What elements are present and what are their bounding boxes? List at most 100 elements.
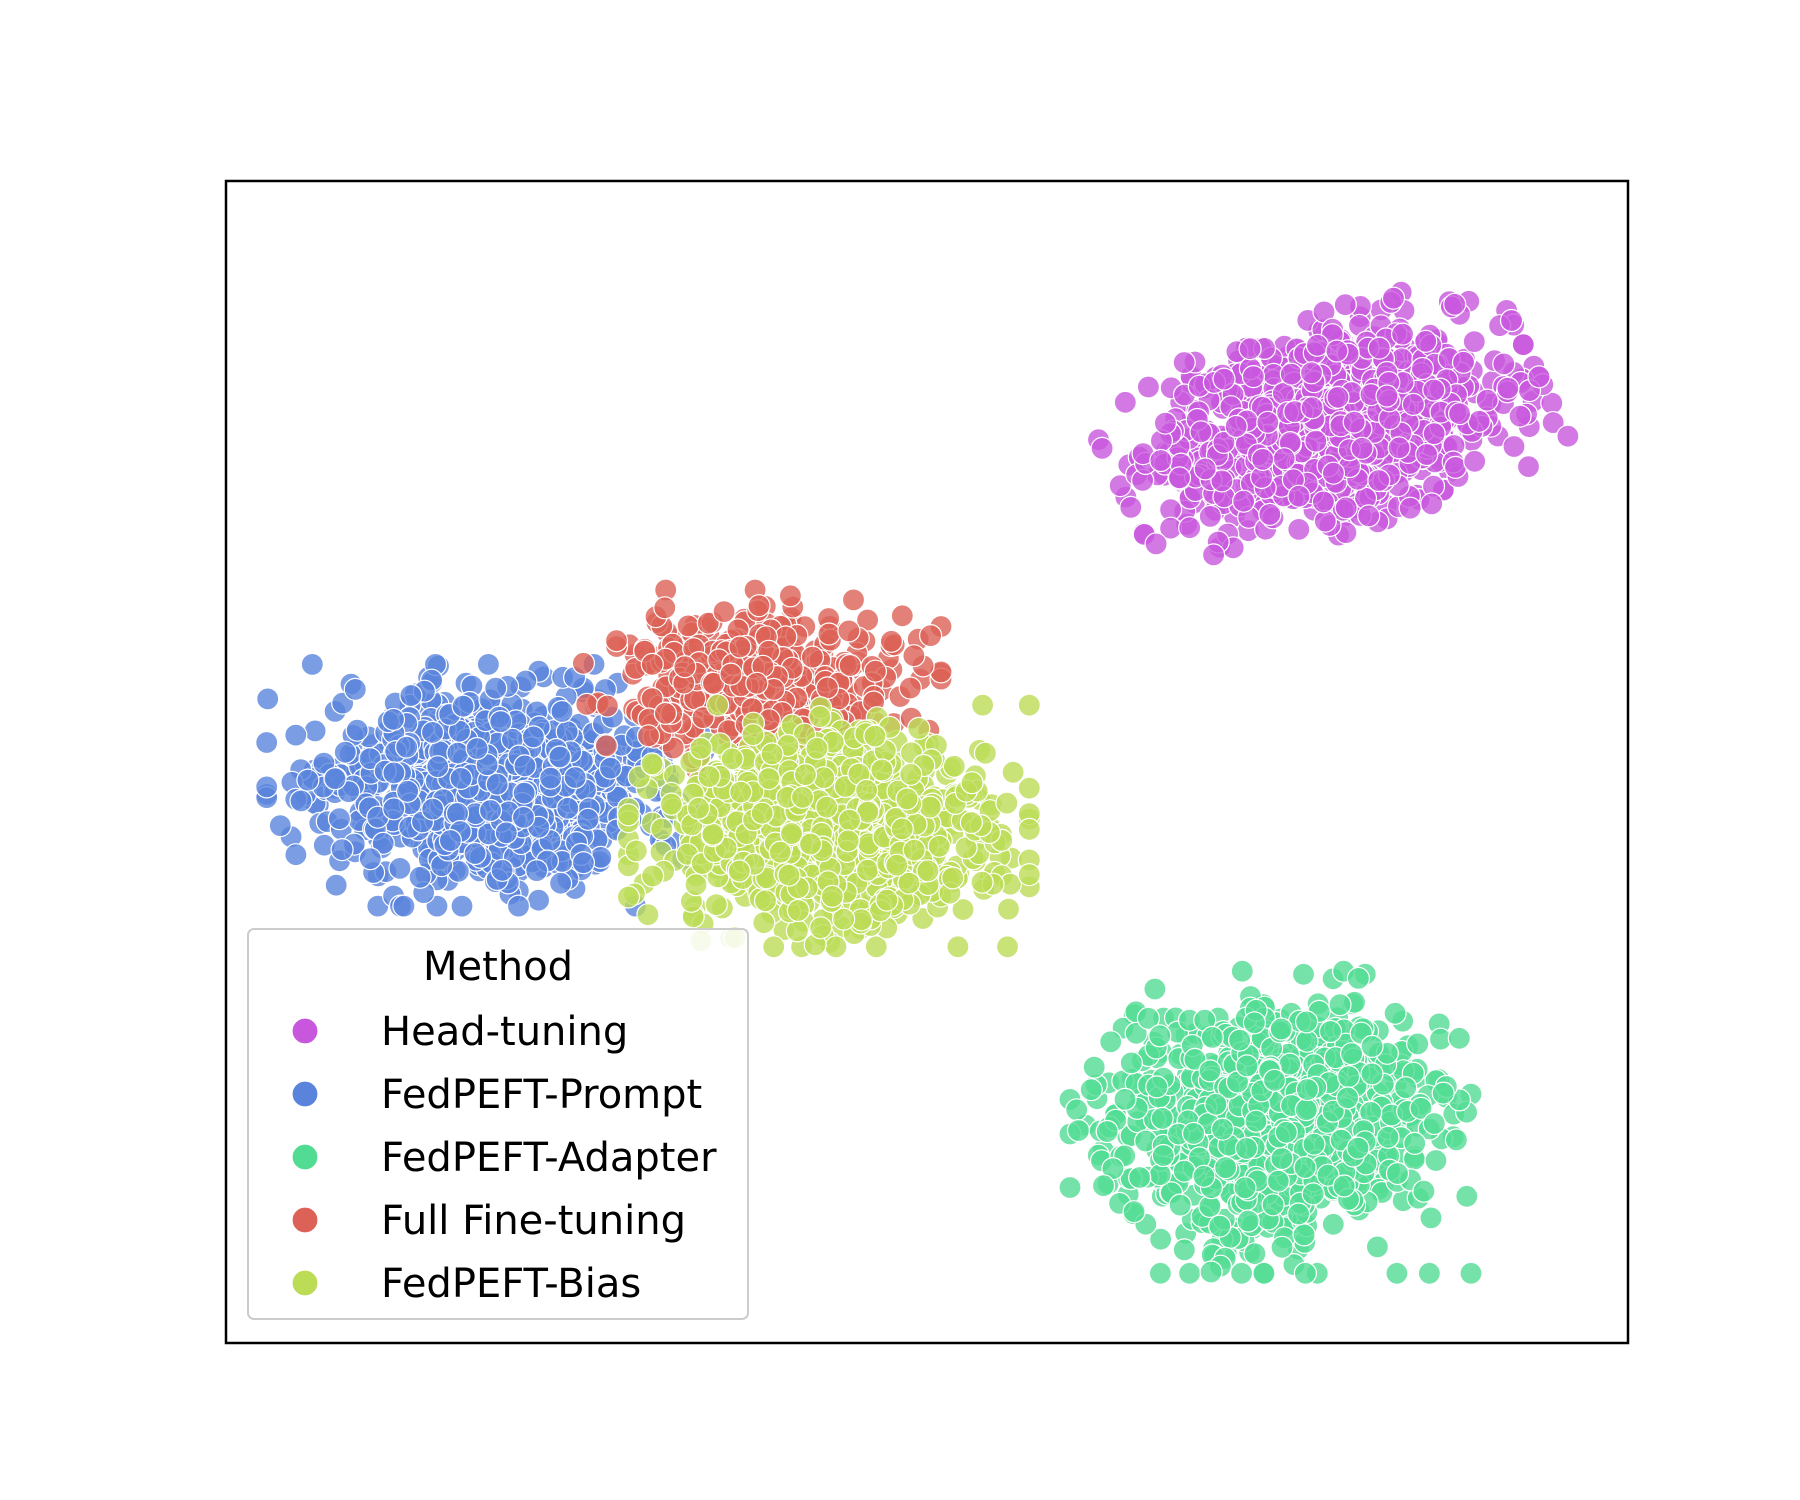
data-point bbox=[1236, 1209, 1260, 1233]
data-point bbox=[1244, 1109, 1268, 1133]
data-point bbox=[1294, 1010, 1319, 1034]
scatter-points bbox=[255, 280, 1580, 1285]
data-point bbox=[916, 859, 940, 883]
data-point bbox=[1224, 414, 1248, 438]
data-point bbox=[701, 822, 725, 846]
data-point bbox=[1443, 292, 1467, 316]
data-point bbox=[300, 652, 324, 677]
data-point bbox=[1381, 286, 1406, 310]
data-point bbox=[420, 720, 445, 745]
data-point bbox=[1387, 436, 1411, 460]
data-point bbox=[636, 903, 660, 927]
data-point bbox=[729, 780, 753, 804]
data-point bbox=[1527, 365, 1551, 389]
data-point bbox=[1467, 409, 1491, 433]
data-point bbox=[1305, 333, 1330, 357]
data-point bbox=[895, 787, 919, 811]
data-point bbox=[1398, 496, 1422, 520]
data-point bbox=[1208, 1214, 1232, 1238]
data-point bbox=[1357, 504, 1381, 528]
data-point bbox=[1556, 424, 1580, 448]
data-point bbox=[1230, 959, 1254, 983]
data-point bbox=[995, 935, 1020, 959]
data-point bbox=[1258, 502, 1282, 527]
data-point bbox=[1295, 1029, 1319, 1053]
data-point bbox=[268, 813, 292, 838]
data-point bbox=[1385, 1261, 1409, 1285]
data-point bbox=[476, 652, 500, 677]
data-point bbox=[752, 911, 776, 935]
data-point bbox=[838, 653, 862, 678]
data-point bbox=[898, 676, 922, 700]
data-point bbox=[1058, 1175, 1082, 1200]
data-point bbox=[757, 766, 781, 791]
data-point bbox=[745, 671, 769, 695]
data-point bbox=[1293, 1155, 1317, 1180]
data-point bbox=[1270, 1146, 1294, 1171]
data-point bbox=[1251, 447, 1275, 471]
data-point bbox=[484, 676, 508, 700]
data-point bbox=[1193, 457, 1217, 481]
data-point bbox=[817, 622, 841, 646]
data-point bbox=[1286, 1202, 1311, 1226]
legend-marker bbox=[291, 1269, 319, 1297]
data-point bbox=[296, 768, 320, 792]
data-point bbox=[1360, 1062, 1384, 1086]
data-point bbox=[381, 707, 406, 732]
data-point bbox=[899, 762, 923, 786]
legend: Method Head-tuningFedPEFT-PromptFedPEFT-… bbox=[247, 928, 749, 1320]
data-point bbox=[1422, 422, 1446, 446]
data-point bbox=[1291, 962, 1316, 986]
data-point bbox=[1143, 977, 1167, 1001]
data-point bbox=[513, 754, 537, 778]
data-point bbox=[960, 771, 984, 795]
data-point bbox=[512, 781, 536, 805]
data-point bbox=[1242, 1011, 1267, 1035]
data-point bbox=[1238, 337, 1262, 361]
data-point bbox=[465, 736, 489, 761]
data-point bbox=[640, 864, 665, 888]
data-point bbox=[1385, 1161, 1410, 1186]
data-point bbox=[1410, 356, 1435, 381]
data-point bbox=[918, 623, 943, 648]
data-point bbox=[676, 614, 700, 638]
data-point bbox=[1233, 1176, 1257, 1200]
data-point bbox=[768, 840, 792, 864]
data-point bbox=[1292, 1223, 1316, 1247]
series-fedpeft-prompt bbox=[255, 652, 716, 918]
data-point bbox=[1451, 350, 1476, 374]
data-point bbox=[1090, 436, 1114, 460]
data-point bbox=[1287, 517, 1311, 542]
data-point bbox=[345, 718, 369, 742]
data-point bbox=[490, 858, 514, 882]
data-point bbox=[604, 629, 629, 653]
data-point bbox=[1270, 1235, 1294, 1259]
data-point bbox=[1346, 966, 1371, 991]
data-point bbox=[1199, 1260, 1223, 1284]
data-point bbox=[996, 897, 1021, 921]
data-point bbox=[890, 604, 914, 628]
data-point bbox=[728, 635, 752, 659]
data-point bbox=[1177, 1261, 1202, 1285]
data-point bbox=[705, 693, 730, 717]
data-point bbox=[1360, 1034, 1384, 1059]
data-point bbox=[786, 898, 810, 923]
data-point bbox=[1017, 693, 1041, 717]
data-point bbox=[1241, 365, 1266, 389]
data-point bbox=[1167, 466, 1192, 490]
data-point bbox=[1172, 1159, 1196, 1183]
data-point bbox=[815, 676, 840, 700]
data-point bbox=[526, 888, 551, 912]
data-point bbox=[995, 791, 1019, 815]
data-point bbox=[870, 758, 894, 782]
data-point bbox=[712, 599, 736, 624]
data-point bbox=[1375, 384, 1399, 408]
data-point bbox=[388, 856, 412, 881]
data-point bbox=[747, 594, 771, 618]
data-point bbox=[1463, 449, 1487, 473]
data-point bbox=[815, 795, 839, 819]
data-point bbox=[538, 766, 563, 790]
data-point bbox=[571, 651, 596, 675]
data-point bbox=[358, 746, 382, 771]
